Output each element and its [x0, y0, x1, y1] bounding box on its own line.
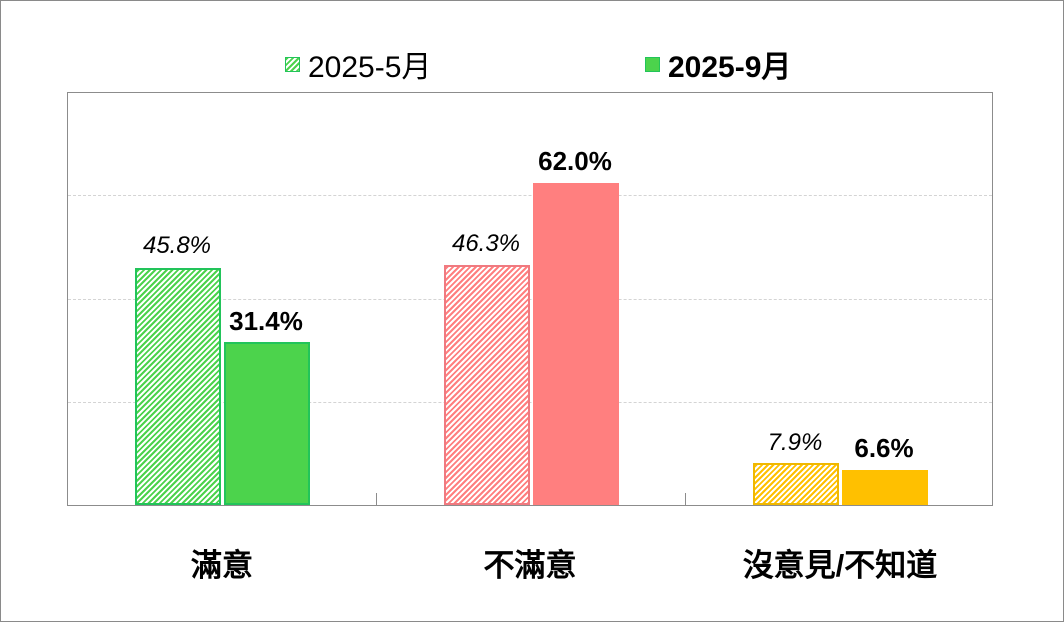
- gridline-20: [68, 402, 992, 403]
- bar-dissatisfied-2025-9: [533, 183, 619, 505]
- data-label: 45.8%: [142, 232, 212, 259]
- bar-satisfied-2025-9: [224, 342, 310, 505]
- legend-label: 2025-5月: [308, 51, 432, 84]
- hatched-green-swatch-icon: [285, 56, 300, 72]
- bar-no-opinion-2025-9: [842, 470, 928, 505]
- category-label-satisfied: 滿意: [191, 548, 253, 583]
- legend-label: 2025-9月: [668, 51, 792, 84]
- solid-green-swatch-icon: [645, 56, 660, 72]
- data-label: 6.6%: [854, 433, 914, 463]
- plot-area: [67, 92, 993, 506]
- gridline-40: [68, 299, 992, 300]
- category-label-no-opinion: 沒意見/不知道: [742, 548, 938, 583]
- category-label-dissatisfied: 不滿意: [483, 548, 577, 583]
- bar-satisfied-2025-5: [135, 268, 221, 505]
- bar-dissatisfied-2025-5: [444, 265, 530, 505]
- data-label: 31.4%: [229, 306, 303, 336]
- legend-item-2025-9: 2025-9月: [645, 42, 791, 86]
- data-label: 62.0%: [538, 146, 612, 176]
- axis-tick: [685, 493, 686, 505]
- axis-tick: [376, 493, 377, 505]
- data-label: 7.9%: [767, 429, 823, 456]
- legend-item-2025-5: 2025-5月: [285, 42, 431, 86]
- bar-no-opinion-2025-5: [753, 463, 839, 505]
- legend: 2025-5月 2025-9月: [0, 42, 1064, 84]
- gridline-60: [68, 195, 992, 196]
- data-label: 46.3%: [451, 230, 521, 257]
